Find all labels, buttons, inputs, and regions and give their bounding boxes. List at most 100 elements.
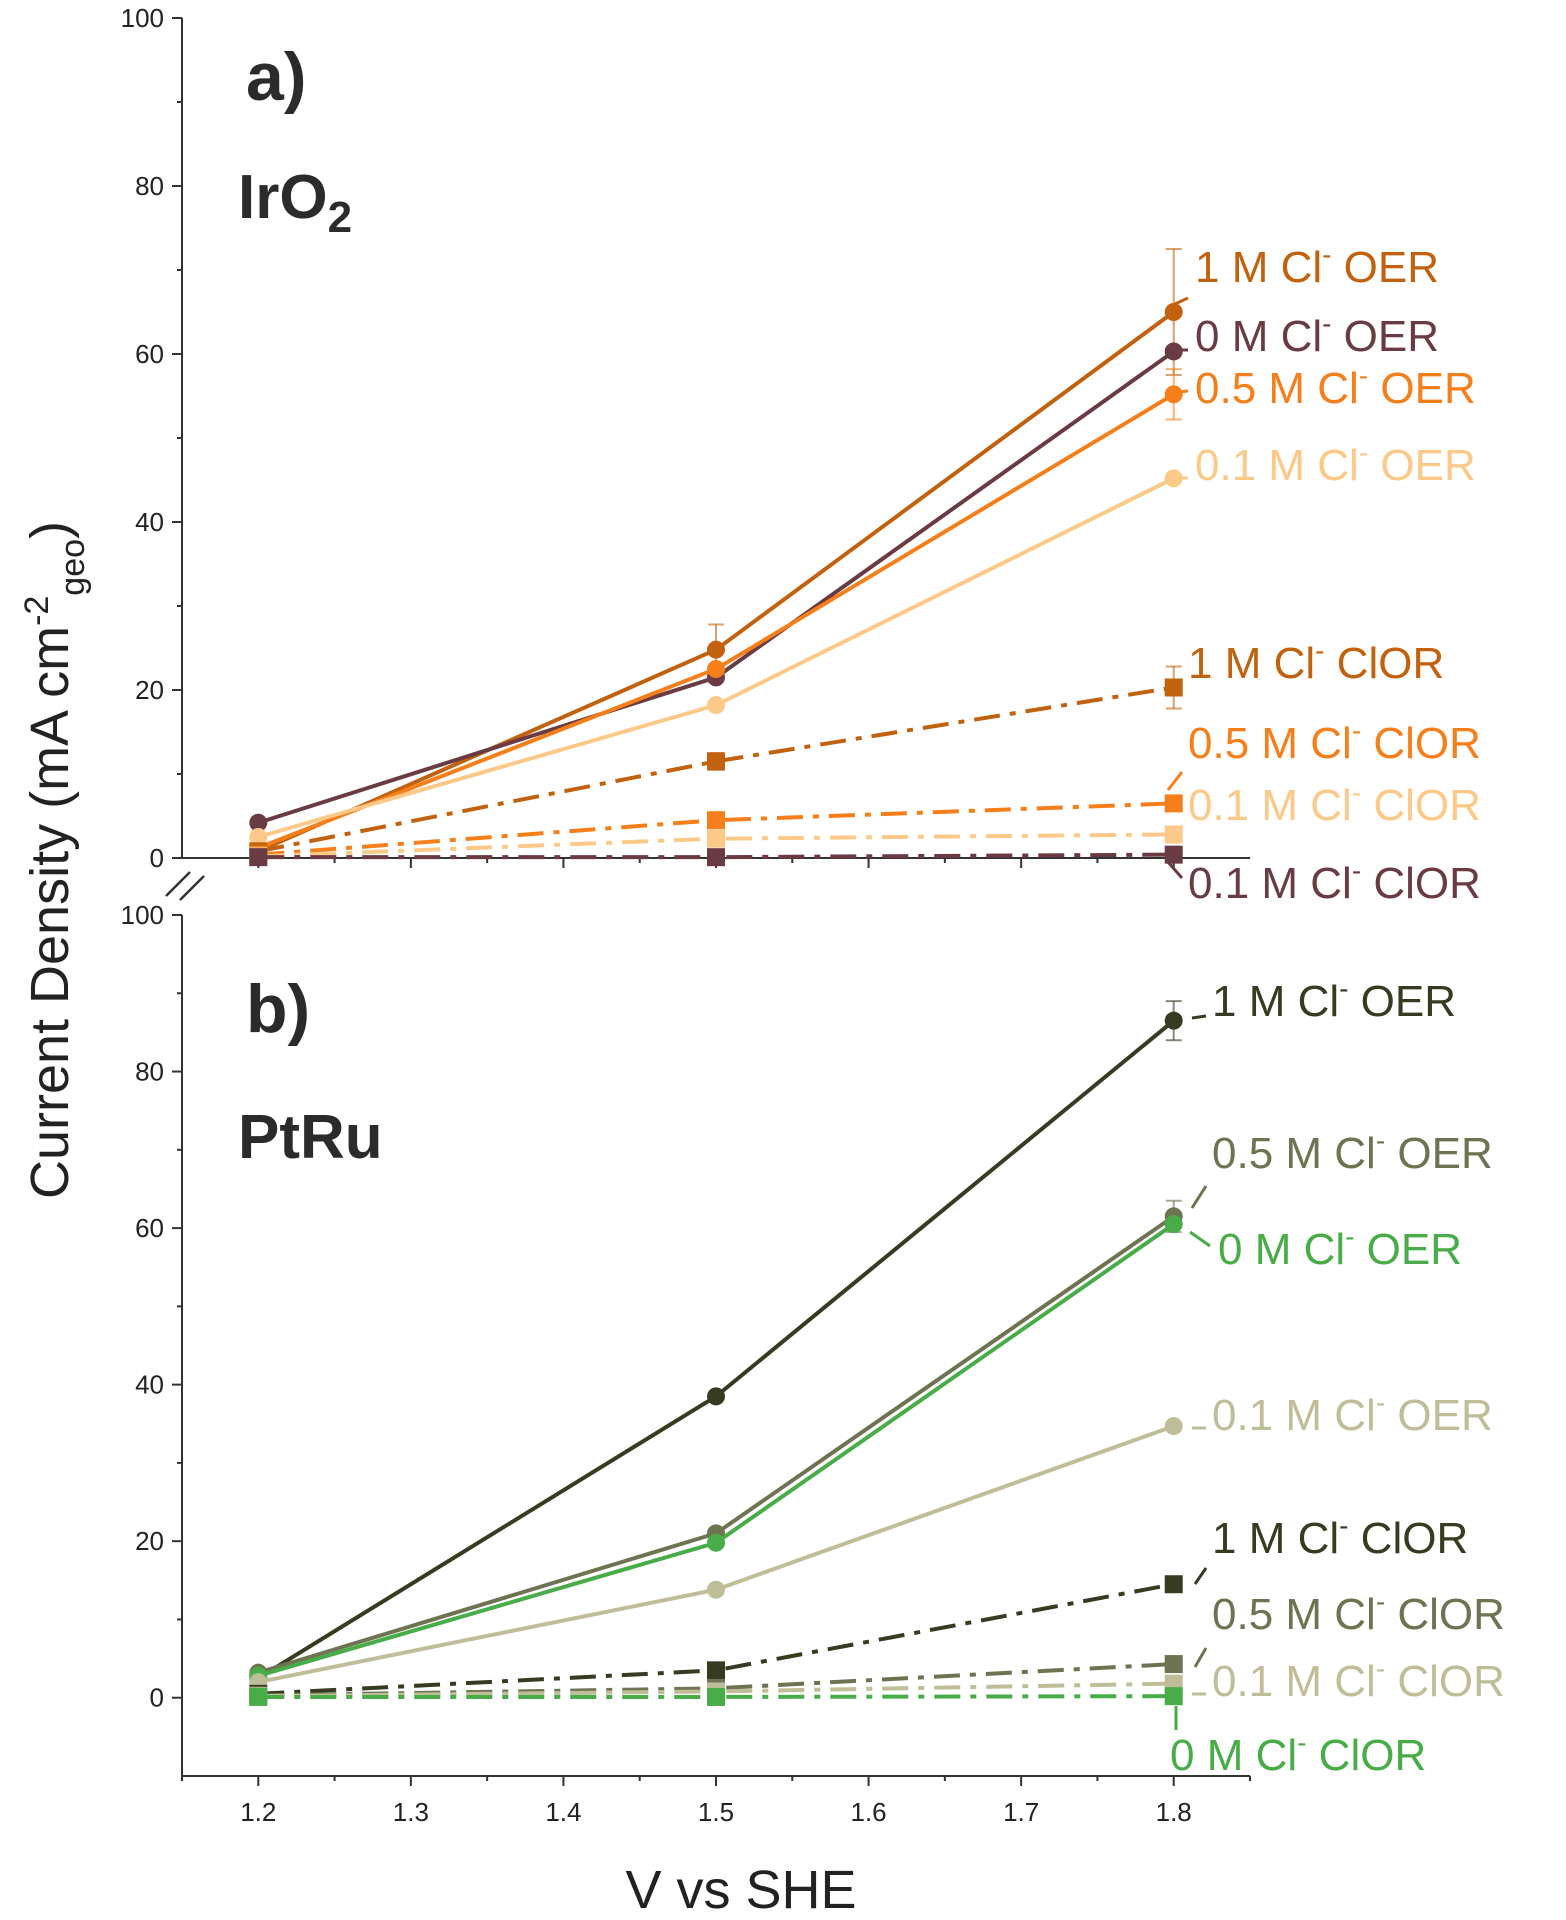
label-connector bbox=[1190, 1185, 1208, 1209]
y-tick-label: 80 bbox=[135, 171, 164, 201]
series-a-3 bbox=[249, 469, 1183, 846]
label-connector bbox=[1167, 678, 1183, 688]
series-label: 0.5 M Cl- OER bbox=[1212, 1125, 1493, 1178]
series-line bbox=[257, 1424, 1175, 1685]
titles: V vs SHE Current Density (mA cm-2geo) a)… bbox=[18, 39, 857, 1920]
series-b-7 bbox=[249, 1687, 1183, 1706]
series-b-0 bbox=[249, 1000, 1183, 1688]
series-a-2 bbox=[249, 368, 1183, 857]
axes: 0 20 40 60 80 100 0 20 40 60 80 100 1.2 1.3 1.4 1.5 1.6 1… bbox=[121, 3, 1251, 1827]
x-tick-label: 1.2 bbox=[240, 1797, 276, 1827]
data-point bbox=[1164, 1687, 1183, 1706]
data-point bbox=[1164, 1575, 1183, 1594]
data-point bbox=[707, 696, 725, 715]
data-point bbox=[249, 1687, 268, 1706]
series-label: 0.5 M Cl- ClOR bbox=[1188, 715, 1481, 768]
y-tick-label: 60 bbox=[135, 339, 164, 369]
panel-name: IrO2 bbox=[238, 163, 352, 242]
x-axis-title: V vs SHE bbox=[625, 1860, 856, 1920]
panel-letter: b) bbox=[246, 971, 310, 1047]
series-a-7 bbox=[249, 845, 1183, 867]
data-point bbox=[707, 660, 725, 678]
series-line bbox=[257, 1214, 1175, 1675]
series-label: 0 M Cl- ClOR bbox=[1170, 1727, 1426, 1780]
y-axis-title-sup: -2 bbox=[18, 596, 56, 626]
y-tick-label: 40 bbox=[135, 1370, 164, 1400]
panel-name: PtRu bbox=[238, 1103, 383, 1172]
series-b-3 bbox=[249, 1417, 1183, 1692]
data-point bbox=[1164, 1215, 1183, 1234]
axis-break-gap bbox=[150, 868, 220, 904]
label-connector bbox=[1174, 296, 1189, 306]
data-point bbox=[707, 640, 725, 659]
data-point bbox=[707, 1387, 725, 1406]
y-tick-label: 100 bbox=[121, 3, 164, 33]
data-point bbox=[707, 1687, 725, 1706]
data-point bbox=[707, 1580, 725, 1599]
x-tick-label: 1.7 bbox=[1003, 1797, 1039, 1827]
y-tick-label: 0 bbox=[150, 843, 164, 873]
y-tick-label: 60 bbox=[135, 1213, 164, 1243]
series-label: 0.1 M Cl- ClOR bbox=[1188, 777, 1481, 830]
y-tick-label: 100 bbox=[121, 900, 164, 930]
series-label: 1 M Cl- ClOR bbox=[1188, 635, 1444, 688]
series-label: 0.1 M Cl- OER bbox=[1212, 1387, 1493, 1440]
label-connector bbox=[1167, 389, 1189, 395]
axis-break-mark bbox=[179, 875, 205, 901]
data-point bbox=[1164, 385, 1183, 404]
panel-letter: a) bbox=[246, 39, 306, 115]
data-point bbox=[1164, 303, 1183, 321]
label-connector bbox=[1167, 824, 1183, 838]
series-label: 1 M Cl- OER bbox=[1195, 239, 1439, 292]
x-tick-label: 1.5 bbox=[698, 1797, 734, 1827]
label-connector bbox=[1166, 771, 1184, 791]
y-tick-label: 40 bbox=[135, 507, 164, 537]
data-point bbox=[1164, 1417, 1183, 1436]
label-connector bbox=[1191, 1014, 1207, 1020]
series-label: 0.1 M Cl- ClOR bbox=[1212, 1653, 1505, 1706]
y-tick-label: 20 bbox=[135, 1526, 164, 1556]
label-connector bbox=[1166, 861, 1184, 879]
label-connector bbox=[1193, 1567, 1208, 1585]
data-point bbox=[707, 1661, 725, 1680]
data-point bbox=[1164, 845, 1183, 864]
x-tick-label: 1.6 bbox=[850, 1797, 886, 1827]
data-point bbox=[1164, 1655, 1183, 1674]
y-axis-title-main: Current Density (mA cm bbox=[20, 626, 80, 1199]
data-point bbox=[707, 848, 725, 867]
series-line bbox=[258, 801, 1174, 857]
series-label: 0.5 M Cl- ClOR bbox=[1212, 1586, 1505, 1639]
series-label: 0 M Cl- OER bbox=[1195, 308, 1439, 361]
series-label: 0.1 M Cl- OER bbox=[1195, 437, 1476, 490]
data-point bbox=[707, 811, 725, 830]
series-label: 0 M Cl- OER bbox=[1218, 1221, 1462, 1274]
axis-break-mark bbox=[165, 871, 191, 897]
x-tick-label: 1.3 bbox=[393, 1797, 429, 1827]
y-tick-label: 80 bbox=[135, 1057, 164, 1087]
data-point bbox=[249, 848, 268, 867]
x-tick-label: 1.8 bbox=[1156, 1797, 1192, 1827]
label-connector bbox=[1193, 1647, 1208, 1668]
x-tick-label: 1.4 bbox=[545, 1797, 581, 1827]
data-point bbox=[1164, 794, 1183, 813]
label-connector bbox=[1189, 1230, 1211, 1248]
series-b-2 bbox=[249, 1215, 1183, 1685]
series-line bbox=[257, 1019, 1175, 1680]
data-point bbox=[1164, 1011, 1183, 1030]
data-point bbox=[707, 1533, 725, 1552]
y-tick-label: 20 bbox=[135, 675, 164, 705]
series-layer bbox=[249, 248, 1183, 1706]
data-point bbox=[249, 828, 268, 846]
data-point bbox=[249, 813, 268, 832]
y-axis-title-close: ) bbox=[20, 521, 80, 539]
series-label: 0.1 M Cl- ClOR bbox=[1188, 855, 1481, 908]
series-label: 1 M Cl- OER bbox=[1212, 973, 1456, 1026]
series-line bbox=[258, 1582, 1175, 1696]
data-point bbox=[707, 752, 725, 771]
series-label: 0.5 M Cl- OER bbox=[1195, 360, 1476, 413]
series-label: 1 M Cl- ClOR bbox=[1212, 1510, 1468, 1563]
y-tick-label: 0 bbox=[150, 1683, 164, 1713]
y-axis-title-sub: geo bbox=[54, 539, 92, 596]
